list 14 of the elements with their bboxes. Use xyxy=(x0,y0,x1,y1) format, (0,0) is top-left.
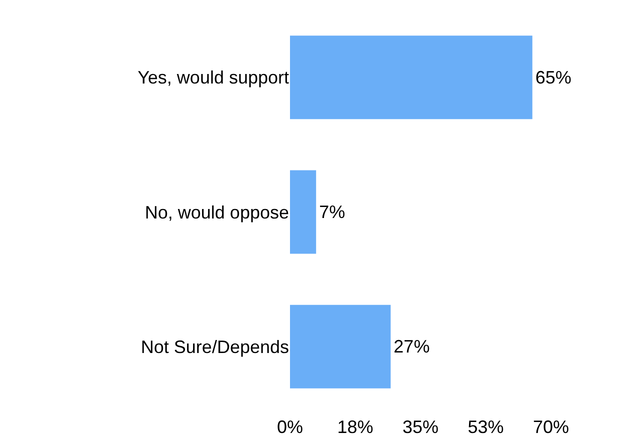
bar xyxy=(290,170,316,254)
data-label: 27% xyxy=(394,336,430,357)
bar xyxy=(290,304,391,388)
x-tick-label: 0% xyxy=(276,417,304,437)
x-tick-label: 35% xyxy=(402,417,439,437)
data-label: 7% xyxy=(319,202,346,222)
data-label: 65% xyxy=(535,67,572,88)
x-tick-label: 18% xyxy=(337,417,374,437)
y-tick-label: No, would oppose xyxy=(144,202,289,222)
x-tick-label: 70% xyxy=(532,417,570,437)
y-tick-label: Not Sure/Depends xyxy=(140,336,289,357)
x-tick-label: 53% xyxy=(468,417,504,437)
bar xyxy=(290,36,532,120)
y-tick-label: Yes, would support xyxy=(138,68,289,88)
